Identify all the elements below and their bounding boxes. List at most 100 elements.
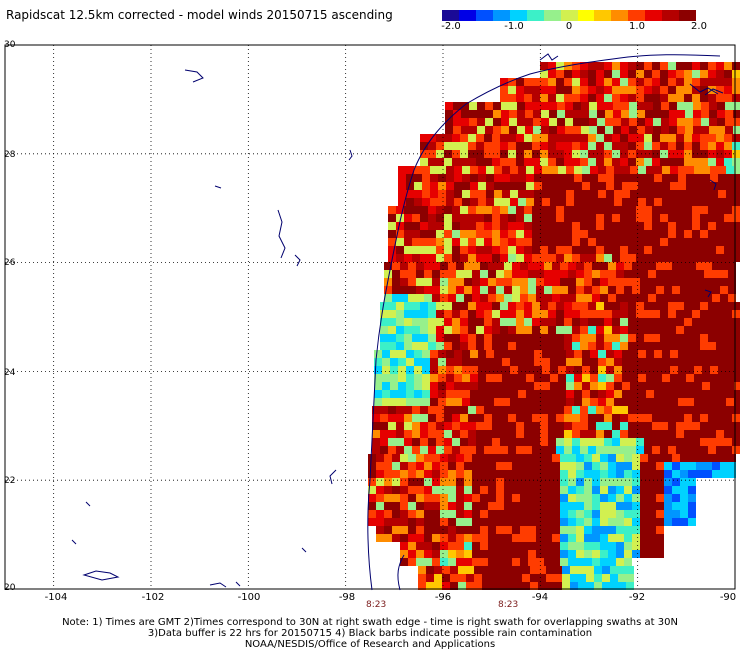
wind-difference-cell [564, 158, 572, 166]
wind-difference-cell [700, 62, 708, 70]
wind-difference-cell [438, 174, 446, 182]
wind-difference-cell [486, 166, 494, 174]
wind-difference-cell [440, 462, 448, 470]
wind-difference-cell [390, 398, 398, 406]
wind-difference-cell [670, 358, 678, 366]
wind-difference-cell [630, 190, 638, 198]
wind-difference-cell [597, 118, 605, 126]
wind-difference-cell [512, 502, 520, 510]
wind-difference-cell [500, 414, 508, 422]
wind-difference-cell [628, 222, 636, 230]
wind-difference-cell [584, 286, 592, 294]
wind-difference-cell [734, 366, 740, 374]
wind-difference-cell [664, 462, 672, 470]
wind-difference-cell [436, 246, 444, 254]
wind-difference-cell [549, 126, 557, 134]
wind-difference-cell [652, 254, 660, 262]
wind-difference-cell [488, 286, 496, 294]
wind-difference-cell [526, 374, 534, 382]
wind-difference-cell [548, 334, 556, 342]
wind-difference-cell [430, 166, 438, 174]
wind-difference-cell [734, 390, 740, 398]
wind-difference-cell [724, 446, 732, 454]
wind-difference-cell [460, 254, 468, 262]
wind-difference-cell [588, 62, 596, 70]
wind-difference-cell [568, 478, 576, 486]
wind-difference-cell [528, 278, 536, 286]
wind-difference-cell [592, 518, 600, 526]
wind-difference-cell [408, 262, 416, 270]
wind-difference-cell [428, 406, 436, 414]
wind-difference-cell [416, 494, 424, 502]
wind-difference-cell [664, 502, 672, 510]
wind-difference-cell [668, 150, 676, 158]
wind-difference-cell [720, 262, 728, 270]
wind-difference-cell [648, 534, 656, 542]
wind-difference-cell [502, 358, 510, 366]
wind-difference-cell [708, 310, 716, 318]
wind-difference-cell [636, 206, 644, 214]
wind-difference-cell [600, 542, 608, 550]
wind-difference-cell [670, 374, 678, 382]
wind-difference-cell [732, 206, 740, 214]
wind-difference-cell [396, 326, 404, 334]
footnote-line: 3)Data buffer is 22 hrs for 20150715 4) … [147, 628, 593, 639]
wind-difference-cell [724, 238, 732, 246]
wind-difference-cell [644, 62, 652, 70]
wind-difference-cell [718, 374, 726, 382]
wind-difference-cell [414, 366, 422, 374]
wind-difference-cell [446, 198, 454, 206]
wind-difference-cell [518, 390, 526, 398]
wind-difference-cell [382, 398, 390, 406]
wind-difference-cell [704, 286, 712, 294]
wind-difference-cell [368, 494, 376, 502]
wind-difference-cell [717, 110, 725, 118]
wind-difference-cell [700, 222, 708, 230]
wind-difference-cell [710, 190, 718, 198]
wind-difference-cell [576, 286, 584, 294]
wind-difference-cell [672, 502, 680, 510]
wind-difference-cell [652, 342, 660, 350]
wind-difference-cell [590, 198, 598, 206]
wind-difference-cell [668, 422, 676, 430]
wind-difference-cell [502, 350, 510, 358]
wind-difference-cell [440, 526, 448, 534]
wind-difference-cell [562, 574, 570, 582]
wind-difference-cells [368, 62, 740, 590]
wind-difference-cell [478, 166, 486, 174]
wind-difference-cell [700, 342, 708, 350]
wind-difference-cell [620, 230, 628, 238]
wind-difference-cell [684, 334, 692, 342]
wind-difference-cell [596, 206, 604, 214]
wind-difference-cell [580, 422, 588, 430]
wind-difference-cell [608, 478, 616, 486]
wind-difference-cell [492, 206, 500, 214]
wind-difference-cell [605, 118, 613, 126]
wind-difference-cell [732, 430, 740, 438]
wind-difference-cell [388, 422, 396, 430]
wind-difference-cell [612, 94, 620, 102]
wind-difference-cell [726, 390, 734, 398]
wind-difference-cell [612, 422, 620, 430]
wind-difference-cell [652, 134, 660, 142]
wind-difference-cell [568, 558, 576, 566]
wind-difference-cell [564, 70, 572, 78]
wind-difference-cell [644, 150, 652, 158]
wind-difference-cell [629, 126, 637, 134]
wind-difference-cell [692, 238, 700, 246]
wind-difference-cell [608, 550, 616, 558]
wind-difference-cell [725, 126, 733, 134]
wind-difference-cell [522, 582, 530, 590]
colorbar-swatch [594, 10, 612, 21]
wind-difference-cell [570, 566, 578, 574]
wind-difference-cell [716, 438, 724, 446]
colorbar-swatch [628, 10, 646, 21]
wind-difference-cell [509, 102, 517, 110]
wind-difference-cell [484, 214, 492, 222]
wind-difference-cell [404, 206, 412, 214]
wind-difference-cell [644, 70, 652, 78]
wind-difference-cell [524, 422, 532, 430]
wind-difference-cell [620, 142, 628, 150]
wind-difference-cell [420, 238, 428, 246]
wind-difference-cell [384, 494, 392, 502]
